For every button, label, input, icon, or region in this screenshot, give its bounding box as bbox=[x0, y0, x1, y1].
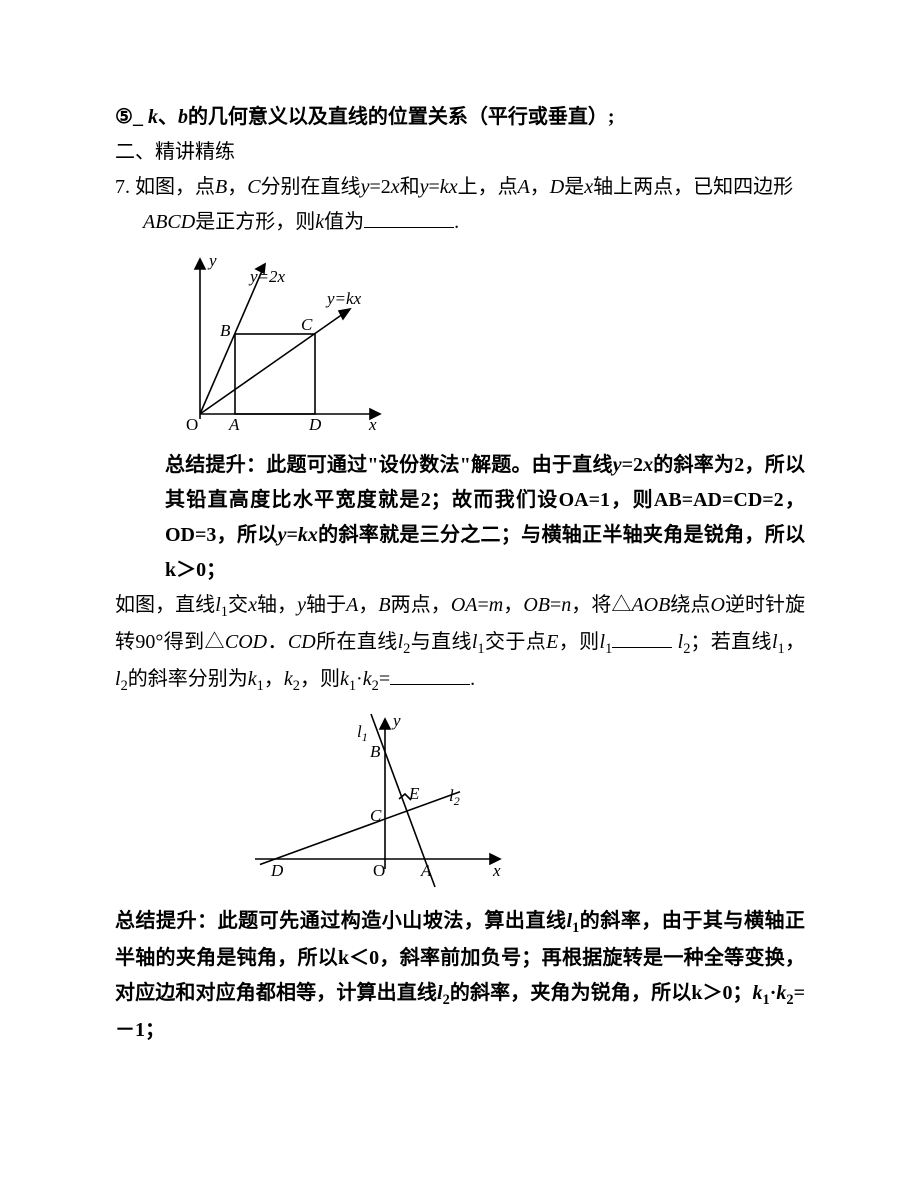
question-7: 7. 如图，点B，C分别在直线y=2x和y=kx上，点A，D是x轴上两点，已知四… bbox=[115, 170, 805, 240]
question-rotation: 如图，直线l1交x轴，y轴于A，B两点，OA=m，OB=n，将△AOB绕点O逆时… bbox=[115, 588, 805, 700]
svg-text:A: A bbox=[420, 861, 432, 880]
svg-text:O: O bbox=[373, 861, 385, 880]
answer-blank[interactable] bbox=[364, 205, 454, 228]
figure-rotation: y x O A D B C E l1 l2 bbox=[235, 704, 805, 894]
svg-text:y: y bbox=[391, 711, 401, 730]
answer-blank[interactable] bbox=[390, 662, 470, 685]
circled-5: ⑤ bbox=[115, 106, 133, 128]
svg-text:D: D bbox=[270, 861, 284, 880]
svg-text:l2: l2 bbox=[449, 786, 460, 808]
section-heading: 二、精讲精练 bbox=[115, 135, 805, 170]
var-k: k bbox=[148, 106, 158, 128]
answer-blank[interactable] bbox=[612, 625, 672, 648]
var-b: b bbox=[178, 106, 188, 128]
svg-text:y=2x: y=2x bbox=[248, 267, 286, 286]
svg-text:B: B bbox=[370, 742, 381, 761]
summary-rotation: 总结提升：此题可先通过构造小山坡法，算出直线l1的斜率，由于其与横轴正半轴的夹角… bbox=[115, 904, 805, 1048]
line-item-5: ⑤_ k、b的几何意义以及直线的位置关系（平行或垂直）; bbox=[115, 100, 805, 135]
svg-text:C: C bbox=[301, 315, 313, 334]
svg-text:y=kx: y=kx bbox=[325, 289, 362, 308]
svg-text:x: x bbox=[492, 861, 501, 880]
figure-q7: y x O A D B C y=2x y=kx bbox=[165, 244, 805, 444]
svg-text:l1: l1 bbox=[357, 722, 368, 744]
svg-text:A: A bbox=[228, 415, 240, 434]
svg-text:C: C bbox=[370, 806, 382, 825]
summary-q7: 总结提升：此题可通过"设份数法"解题。由于直线y=2x的斜率为2，所以其铅直高度… bbox=[115, 448, 805, 588]
svg-text:D: D bbox=[308, 415, 322, 434]
svg-text:y: y bbox=[207, 251, 217, 270]
svg-text:B: B bbox=[220, 321, 231, 340]
svg-text:x: x bbox=[368, 415, 377, 434]
svg-text:O: O bbox=[186, 415, 198, 434]
svg-text:E: E bbox=[408, 784, 420, 803]
